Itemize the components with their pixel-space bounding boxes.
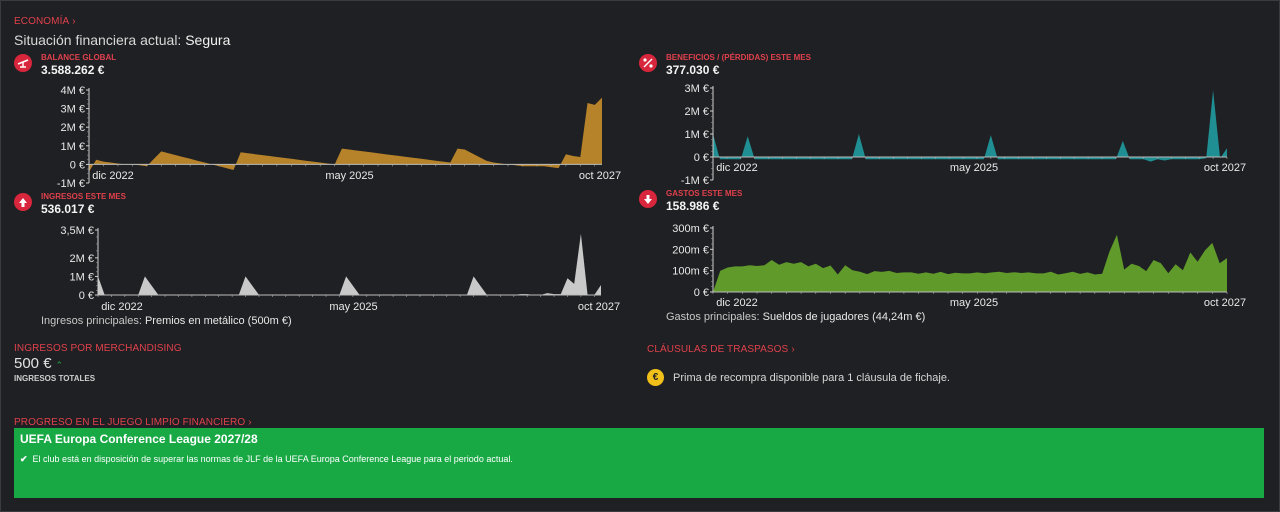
income-label: INGRESOS ESTE MES (41, 192, 126, 201)
balance-chart[interactable]: -1M € 0 € 1M € 2M € 3M € 4M € dic 2022 may 2025… (0, 82, 640, 190)
economy-title: ECONOMÍA (14, 16, 70, 27)
merch-title: INGRESOS POR MERCHANDISING (14, 343, 182, 354)
expenses-y-tick-label: 0 € (694, 287, 709, 299)
balance-y-tick-label: -1M € (57, 178, 85, 190)
ffp-title: PROGRESO EN EL JUEGO LIMPIO FINANCIERO (14, 417, 246, 428)
expenses-x-tick-label: dic 2022 (716, 297, 758, 309)
expenses-label: GASTOS ESTE MES (666, 189, 743, 198)
ffp-competition: UEFA Europa Conference League 2027/28 (20, 432, 258, 446)
balance-y-tick-label: 1M € (61, 141, 85, 153)
checkmark-icon: ✔ (20, 454, 28, 464)
profit-y-tick-label: 1M € (685, 129, 709, 141)
trend-up-icon: ⌃ (55, 360, 64, 370)
ffp-description-row: ✔ El club está en disposición de superar … (20, 454, 513, 465)
financial-status: Situación financiera actual: Segura (14, 32, 230, 48)
profit-y-tick-label: 0 € (694, 152, 709, 164)
percent-icon (639, 54, 657, 72)
expense-note-value: Sueldos de jugadores (44,24m €) (762, 311, 926, 323)
income-note-value: Premios en metálico (500m €) (144, 315, 292, 327)
balance-y-tick-label: 2M € (61, 122, 85, 134)
expenses-y-tick-label: 300m € (672, 223, 709, 235)
income-value: 536.017 € (41, 202, 95, 216)
balance-label: BALANCE GLOBAL (41, 53, 117, 62)
profit-x-tick-label: dic 2022 (716, 162, 758, 174)
income-x-tick-label: oct 2027 (578, 301, 620, 313)
merch-value: 500 € (14, 355, 52, 372)
income-note-prefix: Ingresos principales: (41, 315, 142, 327)
euro-coin-icon: € (647, 369, 664, 386)
clause-notice[interactable]: € Prima de recompra disponible para 1 cl… (647, 369, 950, 386)
expenses-x-tick-label: may 2025 (950, 297, 998, 309)
balance-x-tick-label: dic 2022 (92, 170, 134, 182)
expenses-area (713, 234, 1227, 292)
expenses-chart[interactable]: 0 € 100m € 200m € 300m € dic 2022 may 2025 oct… (640, 222, 1280, 314)
arrow-down-icon (639, 190, 657, 208)
arrow-up-icon (14, 193, 32, 211)
profit-y-tick-label: 3M € (685, 83, 709, 95)
profit-y-tick-label: -1M € (681, 175, 709, 187)
profit-chart[interactable]: -1M € 0 € 1M € 2M € 3M € dic 2022 may 2025 oct … (640, 82, 1280, 187)
merch-value-row: 500 € ⌃ (14, 355, 63, 372)
income-y-tick-label: 2M € (70, 253, 94, 265)
clauses-title: CLÁUSULAS DE TRASPASOS (647, 344, 789, 355)
merch-subtitle: INGRESOS TOTALES (14, 374, 96, 383)
clauses-link[interactable]: CLÁUSULAS DE TRASPASOS › (647, 344, 795, 355)
economy-link[interactable]: ECONOMÍA › (14, 16, 76, 27)
balance-y-tick-label: 3M € (61, 104, 85, 116)
expenses-value: 158.986 € (666, 199, 720, 213)
ffp-link[interactable]: PROGRESO EN EL JUEGO LIMPIO FINANCIERO › (14, 417, 252, 428)
expense-note-prefix: Gastos principales: (666, 311, 760, 323)
balance-x-tick-label: may 2025 (325, 170, 373, 182)
balance-y-tick-label: 4M € (61, 85, 85, 97)
profit-label: BENEFICIOS / (PÉRDIDAS) ESTE MES (666, 53, 811, 62)
income-x-tick-label: dic 2022 (101, 301, 143, 313)
expense-main-note: Gastos principales: Sueldos de jugadores… (666, 311, 925, 323)
status-value: Segura (185, 32, 231, 48)
balance-scale-icon (14, 54, 32, 72)
income-y-tick-label: 1M € (70, 271, 94, 283)
ffp-description: El club está en disposición de superar l… (32, 454, 513, 464)
status-prefix: Situación financiera actual: (14, 32, 182, 48)
expenses-x-tick-label: oct 2027 (1204, 297, 1246, 309)
income-area (98, 233, 601, 295)
chevron-right-icon: › (248, 417, 252, 428)
profit-area (713, 90, 1227, 162)
clause-text: Prima de recompra disponible para 1 cláu… (673, 371, 950, 384)
income-y-tick-label: 0 € (79, 290, 94, 302)
profit-x-tick-label: may 2025 (950, 162, 998, 174)
balance-value: 3.588.262 € (41, 63, 105, 77)
profit-y-tick-label: 2M € (685, 106, 709, 118)
income-chart[interactable]: 0 € 1M € 2M € 3,5M € dic 2022 may 2025 oct 202… (0, 222, 640, 314)
chevron-right-icon: › (791, 344, 795, 355)
expenses-y-tick-label: 100m € (672, 266, 709, 278)
profit-value: 377.030 € (666, 63, 720, 77)
chevron-right-icon: › (72, 16, 76, 27)
balance-x-tick-label: oct 2027 (579, 170, 621, 182)
income-y-tick-label: 3,5M € (60, 225, 94, 237)
balance-y-tick-label: 0 € (70, 159, 85, 171)
balance-area (89, 97, 602, 172)
profit-x-tick-label: oct 2027 (1204, 162, 1246, 174)
ffp-panel: UEFA Europa Conference League 2027/28 ✔ E… (14, 428, 1264, 498)
income-x-tick-label: may 2025 (329, 301, 377, 313)
expenses-y-tick-label: 200m € (672, 244, 709, 256)
income-main-note: Ingresos principales: Premios en metálic… (41, 315, 292, 327)
